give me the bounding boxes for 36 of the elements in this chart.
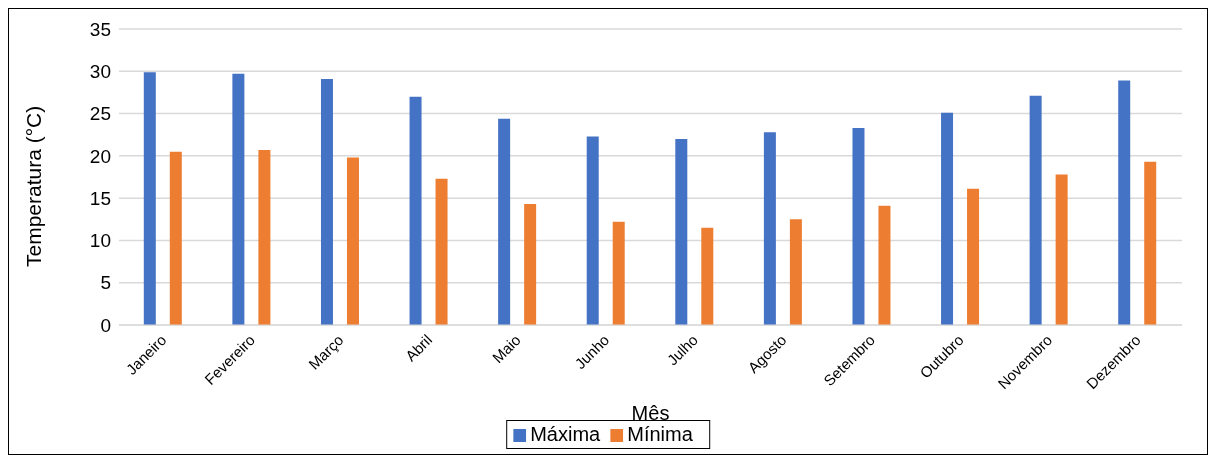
bar bbox=[586, 136, 599, 325]
y-tick-label: 5 bbox=[100, 272, 111, 294]
bar bbox=[524, 204, 537, 325]
y-tick-label: 10 bbox=[89, 230, 111, 252]
bar bbox=[789, 219, 802, 325]
bar bbox=[675, 138, 688, 325]
bar bbox=[1055, 174, 1068, 325]
bar bbox=[409, 96, 422, 325]
bar bbox=[852, 127, 865, 325]
bar bbox=[258, 149, 271, 325]
x-axis-title: Mês bbox=[631, 402, 670, 424]
y-axis-title: Temperatura (°C) bbox=[22, 105, 46, 267]
bar bbox=[346, 157, 359, 325]
bar bbox=[1118, 80, 1131, 325]
y-tick-label: 20 bbox=[89, 145, 111, 167]
bar bbox=[1029, 95, 1042, 325]
bar bbox=[1144, 161, 1157, 325]
bar bbox=[169, 151, 182, 325]
y-tick-label: 30 bbox=[89, 61, 111, 83]
y-tick-label: 15 bbox=[89, 187, 111, 209]
bar bbox=[701, 227, 714, 325]
bar bbox=[320, 78, 333, 325]
bar bbox=[232, 73, 245, 325]
bar bbox=[763, 132, 776, 325]
legend-label: Mínima bbox=[627, 423, 693, 445]
bar bbox=[967, 188, 980, 325]
y-tick-label: 0 bbox=[100, 314, 111, 336]
bar bbox=[612, 221, 625, 325]
y-tick-label: 25 bbox=[89, 103, 111, 125]
legend-label: Máxima bbox=[530, 423, 601, 445]
bar bbox=[435, 178, 448, 325]
y-tick-label: 35 bbox=[89, 18, 111, 40]
bar bbox=[941, 112, 954, 325]
bar bbox=[878, 205, 891, 325]
bar bbox=[498, 118, 511, 325]
bar bbox=[143, 72, 156, 325]
